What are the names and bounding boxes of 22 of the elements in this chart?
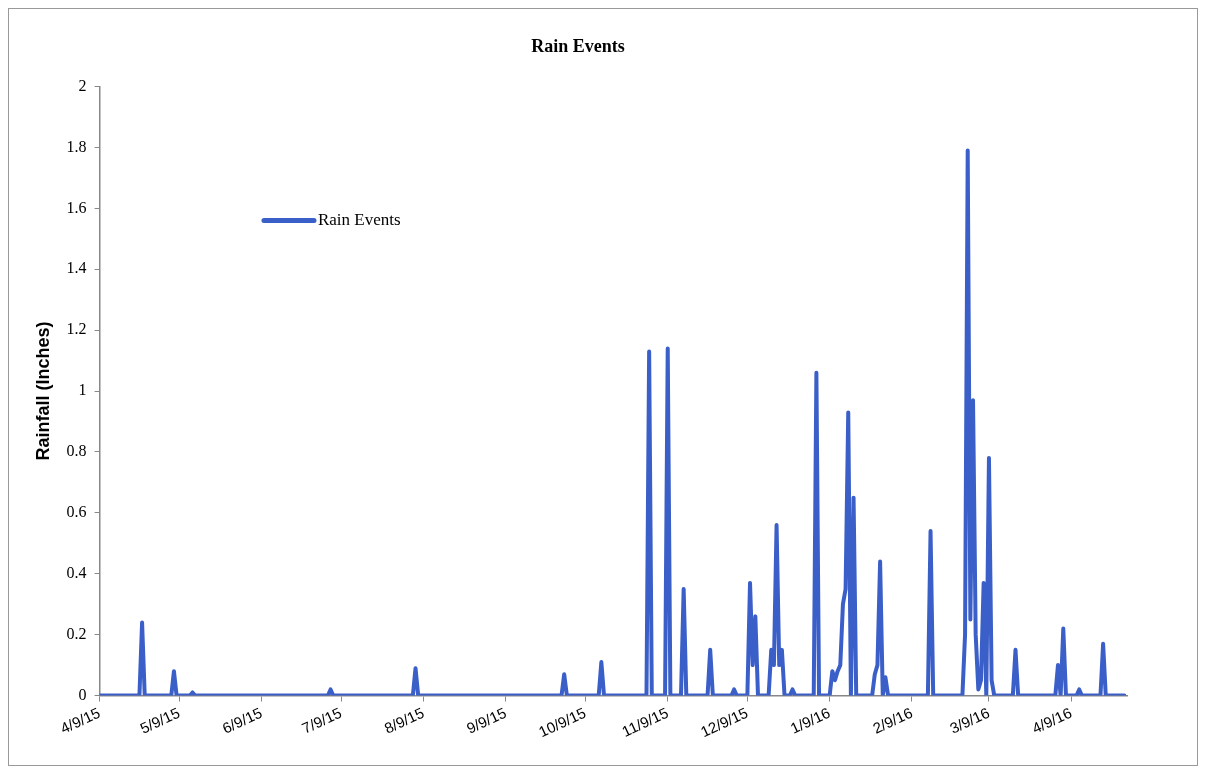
chart-title: Rain Events [531, 36, 625, 57]
x-tick-label: 6/9/15 [219, 703, 265, 737]
y-axis-title: Rainfall (Inches) [32, 321, 53, 461]
x-tick-label: 4/9/15 [57, 703, 103, 737]
y-tick-label: 1.8 [66, 137, 87, 155]
y-tick-label: 0.6 [66, 503, 87, 521]
y-tick-label: 0 [78, 685, 87, 703]
y-tick-label: 0.2 [66, 624, 87, 642]
x-tick-label: 9/9/15 [463, 703, 509, 737]
x-tick-label: 3/9/16 [946, 703, 992, 737]
y-tick-label: 0.8 [66, 442, 87, 460]
y-tick-label: 1.2 [66, 320, 87, 338]
x-tick-label: 4/9/16 [1029, 703, 1075, 737]
x-tick-label: 7/9/15 [299, 703, 345, 737]
y-tick-label: 2 [78, 76, 87, 94]
x-tick-label: 8/9/15 [381, 703, 427, 737]
y-tick-label: 1.4 [66, 259, 87, 277]
y-tick-label: 1 [78, 381, 87, 399]
y-tick-label: 0.4 [66, 563, 87, 581]
legend-label: Rain Events [317, 210, 401, 230]
y-tick-label: 1.6 [66, 198, 87, 216]
x-tick-label: 5/9/15 [137, 703, 183, 737]
